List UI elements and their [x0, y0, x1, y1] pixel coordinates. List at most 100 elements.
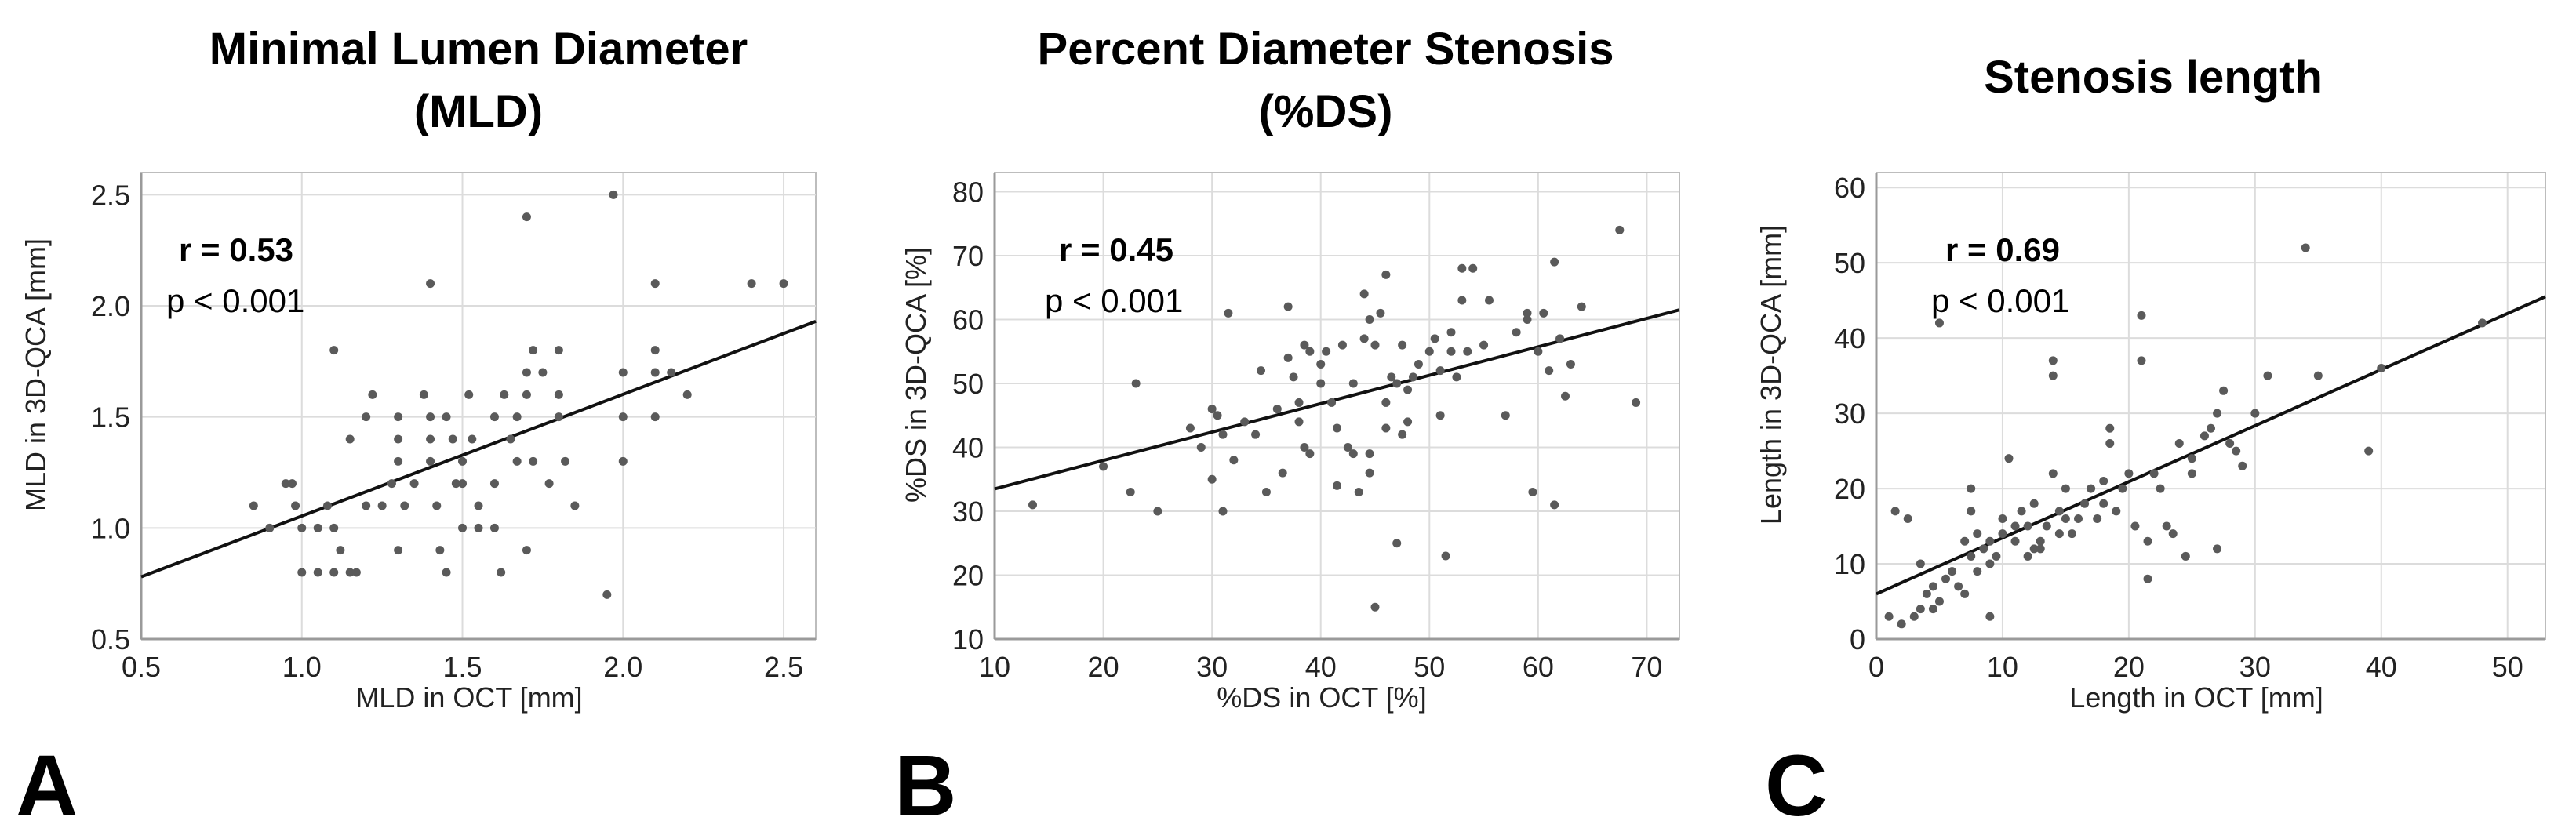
panel-a-data-point [618, 412, 628, 422]
panel-b-y-tick-label: 20 [952, 559, 984, 591]
panel-c-data-point [2105, 438, 2115, 448]
panel-b-data-point [1392, 539, 1402, 548]
panel-b-data-point [1463, 347, 1472, 356]
panel-b-title-line-1: Percent Diameter Stenosis [1038, 24, 1614, 74]
panel-c-data-point [2010, 536, 2020, 546]
panel-c-data-point [1960, 536, 1970, 546]
panel-b-percent-ds: Percent Diameter Stenosis (%DS) 10 20 30 40… [894, 24, 1680, 834]
panel-a-data-point [474, 501, 483, 510]
panel-b-data-point [1028, 500, 1037, 510]
panel-b-x-axis-label: %DS in OCT [%] [1217, 681, 1426, 714]
panel-a-data-point [394, 456, 403, 466]
panel-b-data-point [1615, 225, 1625, 234]
panel-b-data-point [1365, 449, 1374, 459]
panel-c-data-point [1948, 567, 1957, 576]
panel-b-y-tick-label: 70 [952, 240, 984, 272]
panel-c-data-point [1973, 529, 1982, 539]
panel-b-data-point [1370, 340, 1380, 350]
panel-b-data-point [1322, 347, 1331, 356]
panel-b-data-point [1348, 449, 1358, 459]
panel-c-data-point [2162, 521, 2171, 531]
panel-c-data-point [1934, 597, 1944, 606]
panel-b-data-point [1566, 360, 1575, 369]
panel-c-data-point [2478, 318, 2487, 328]
panel-a-data-point [345, 568, 355, 577]
panel-b-data-point [1305, 449, 1315, 459]
panel-b-data-point [1099, 462, 1108, 471]
panel-c-data-point [1928, 605, 1937, 614]
panel-c-x-tick-label: 50 [2492, 651, 2523, 683]
panel-c-data-point [2213, 409, 2222, 418]
panel-b-data-point [1523, 314, 1532, 324]
panel-c-data-point [2168, 529, 2178, 539]
panel-c-data-point [2036, 544, 2045, 554]
panel-c-data-point [1909, 612, 1919, 621]
panel-a-data-point [426, 456, 435, 466]
panel-a-data-point [747, 279, 756, 289]
panel-c-y-tick-label: 30 [1834, 398, 1865, 430]
panel-a-data-point [426, 412, 435, 422]
panel-a-data-point [650, 279, 660, 289]
panel-b-data-point [1300, 340, 1309, 350]
panel-b-data-point [1327, 398, 1337, 407]
panel-c-y-tick-label: 60 [1834, 172, 1865, 204]
panel-a-x-axis-label: MLD in OCT [mm] [355, 681, 582, 714]
panel-b-data-point [1550, 500, 1559, 510]
panel-c-data-point [1897, 619, 1906, 629]
panel-b-x-tick-label: 60 [1523, 651, 1554, 683]
panel-a-data-point [489, 523, 499, 532]
panel-b-data-point [1441, 551, 1450, 561]
panel-c-data-point [1967, 484, 1976, 493]
panel-c-data-point [1922, 589, 1931, 598]
panel-a-x-tick-label: 2.0 [603, 651, 642, 683]
panel-c-data-point [2187, 469, 2196, 478]
panel-b-data-point [1381, 398, 1391, 407]
panel-a-data-point [362, 501, 371, 510]
panel-c-data-point [1992, 551, 2001, 561]
panel-c-y-tick-label: 10 [1834, 548, 1865, 580]
panel-b-data-point [1153, 507, 1162, 516]
panel-a-data-point [362, 412, 371, 422]
panel-a-data-point [249, 501, 258, 510]
panel-b-data-point [1257, 366, 1265, 376]
panel-c-data-point [2093, 514, 2102, 523]
panel-b-y-tick-label: 50 [952, 368, 984, 400]
panel-c-data-point [2023, 551, 2032, 561]
panel-c-data-point [2137, 356, 2146, 365]
panel-c-y-tick-label: 0 [1850, 623, 1865, 656]
panel-c-y-tick-label: 50 [1834, 247, 1865, 279]
panel-a-data-point [409, 479, 419, 489]
panel-b-data-point [1207, 405, 1217, 414]
panel-a-data-point [368, 390, 377, 399]
panel-a-data-point [394, 412, 403, 422]
panel-b-data-point [1501, 411, 1510, 420]
panel-a-y-tick-label: 0.5 [91, 623, 130, 656]
panel-b-y-tick-label: 80 [952, 176, 984, 208]
panel-a-title-line-1: Minimal Lumen Diameter [209, 24, 748, 74]
panel-c-x-tick-label: 10 [1987, 651, 2018, 683]
panel-a-mld: Minimal Lumen Diameter (MLD) 0.5 1.0 1.5 2.… [16, 24, 817, 834]
panel-b-x-tick-label: 50 [1414, 651, 1445, 683]
panel-b-data-point [1294, 417, 1304, 427]
panel-b-data-point [1316, 360, 1326, 369]
panel-c-data-point [2099, 499, 2108, 508]
panel-c-data-point [2313, 371, 2323, 380]
panel-a-data-point [512, 412, 522, 422]
panel-c-data-point [1985, 559, 1995, 568]
panel-a-data-point [297, 568, 307, 577]
panel-a-letter: A [16, 738, 78, 834]
panel-c-data-point [1903, 514, 1912, 523]
panel-b-data-point [1359, 289, 1369, 299]
panel-a-data-point [618, 368, 628, 377]
panel-a-data-point [544, 479, 554, 489]
panel-a-data-point [554, 390, 563, 399]
panel-b-data-point [1446, 328, 1456, 337]
panel-b-data-point [1218, 507, 1228, 516]
panel-c-data-point [2048, 371, 2058, 380]
panel-a-data-point [522, 390, 531, 399]
panel-c-data-point [2017, 507, 2026, 516]
panel-a-data-point [522, 212, 531, 222]
panel-c-data-point [1916, 605, 1925, 614]
panel-a-data-point [522, 546, 531, 555]
panel-c-plot: 0 10 20 30 40 50 0 10 20 30 40 50 60 [1834, 172, 2546, 683]
